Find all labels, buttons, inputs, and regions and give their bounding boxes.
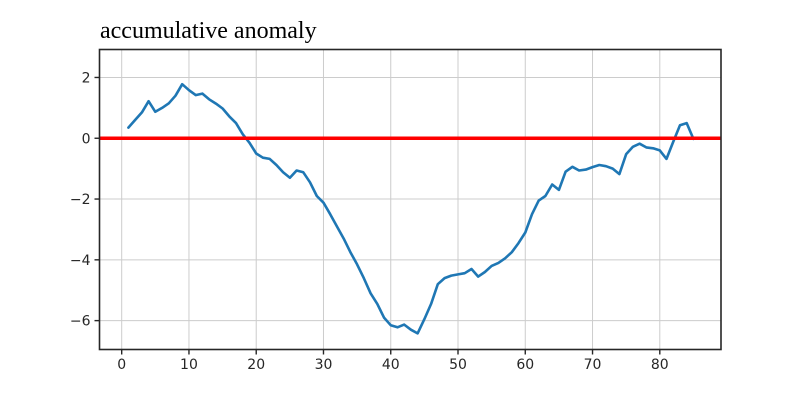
x-tick-label: 60: [516, 357, 534, 373]
y-tick-label: −4: [70, 253, 91, 269]
x-tick-label: 10: [180, 357, 198, 373]
y-tick-label: 0: [82, 131, 91, 147]
anomaly-line: [127, 82, 695, 335]
y-tick-label: −2: [70, 192, 91, 208]
y-tick-label: 2: [82, 70, 91, 86]
x-tick-label: 30: [315, 357, 333, 373]
x-tick-label: 50: [449, 357, 467, 373]
chart-title: accumulative anomaly: [100, 18, 317, 44]
x-tick-label: 0: [117, 357, 126, 373]
x-tick-label: 40: [382, 357, 400, 373]
x-tick-label: 20: [247, 357, 265, 373]
x-tick-label: 80: [651, 357, 669, 373]
y-tick-label: −6: [70, 314, 91, 330]
x-tick-label: 70: [584, 357, 602, 373]
